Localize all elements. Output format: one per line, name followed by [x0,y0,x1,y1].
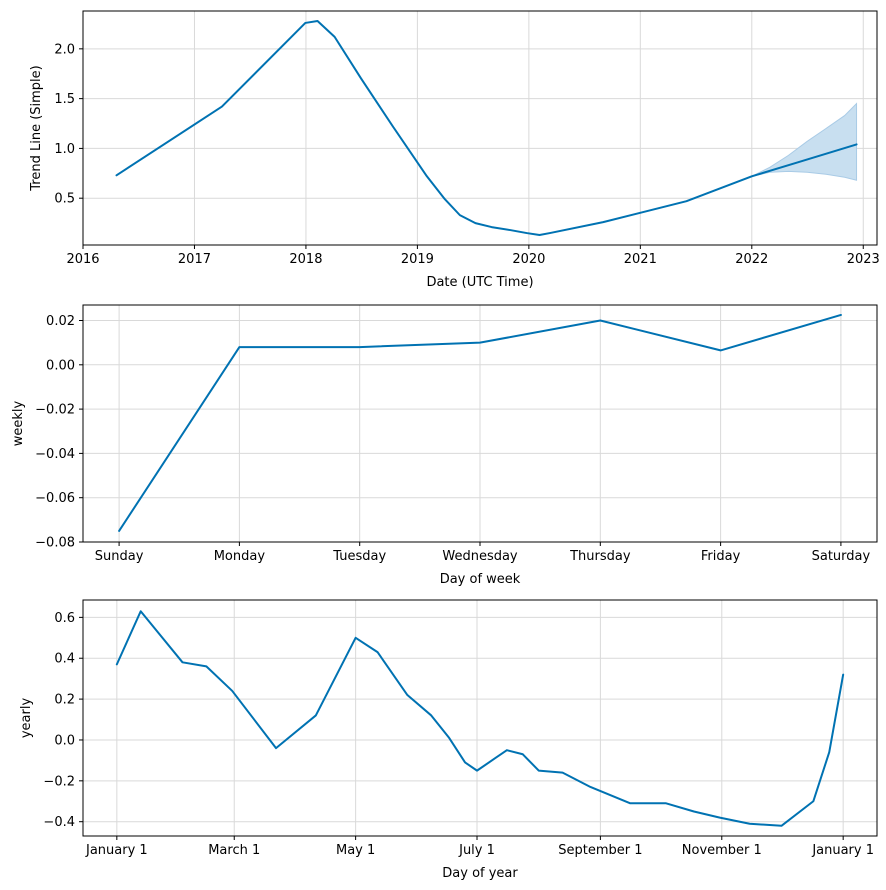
x-tick-label: 2017 [178,252,211,267]
uncertainty-band [751,102,858,181]
y-tick-label: −0.2 [43,774,75,789]
x-tick-label: Tuesday [332,549,386,564]
x-tick-label: Thursday [569,549,631,564]
plot-frame [82,599,878,837]
plot-frame [82,10,878,246]
y-tick-label: −0.4 [43,815,75,830]
x-tick-label: 2021 [624,252,657,267]
x-axis-label: Day of week [440,572,521,587]
y-tick-label: 2.0 [54,42,75,57]
series-line [115,19,858,237]
x-tick-label: 2019 [401,252,434,267]
x-tick-label: March 1 [208,843,260,858]
x-tick-label: Sunday [95,549,144,564]
y-tick-label: −0.04 [35,447,75,462]
y-tick-label: 0.6 [54,611,75,626]
y-tick-label: −0.02 [35,403,75,418]
x-tick-label: 2023 [847,252,880,267]
x-tick-label: January 1 [811,843,874,858]
x-axis-label: Day of year [442,866,518,881]
series-line [118,313,842,532]
x-tick-label: May 1 [336,843,375,858]
plot-frame [82,304,878,543]
x-tick-label: 2020 [512,252,545,267]
y-tick-label: 0.5 [54,192,75,207]
x-tick-label: 2022 [735,252,768,267]
series-line [115,610,845,827]
x-tick-label: November 1 [682,843,762,858]
x-tick-label: 2018 [289,252,322,267]
x-tick-label: 2016 [66,252,99,267]
y-tick-label: 1.0 [54,142,75,157]
y-axis-label: Trend Line (Simple) [29,65,44,191]
x-tick-label: September 1 [558,843,642,858]
x-tick-label: Wednesday [442,549,518,564]
y-tick-label: 0.4 [54,652,75,667]
panel-3: January 1 March 1 May 1 July 1 September 1 No… [19,599,878,881]
y-tick-label: 0.00 [46,358,75,373]
x-tick-label: Saturday [812,549,871,564]
y-tick-label: 0.2 [54,693,75,708]
y-axis-label: weekly [11,400,26,446]
y-tick-label: −0.06 [35,491,75,506]
x-tick-label: Monday [214,549,266,564]
y-tick-label: −0.08 [35,536,75,551]
y-tick-label: 0.0 [54,733,75,748]
y-tick-label: 1.5 [54,92,75,107]
x-tick-label: July 1 [458,843,495,858]
y-tick-label: 0.02 [46,314,75,329]
y-axis-label: yearly [19,698,34,739]
panel-2: Sunday Monday Tuesday Wednesday Thursday Frid… [11,304,878,587]
x-tick-label: Friday [701,549,741,564]
x-axis-label: Date (UTC Time) [426,275,533,290]
panel-1: 2016 2017 2018 2019 2020 2021 2022 2023 0.5 1.0 1.… [29,10,880,290]
x-tick-label: January 1 [85,843,148,858]
